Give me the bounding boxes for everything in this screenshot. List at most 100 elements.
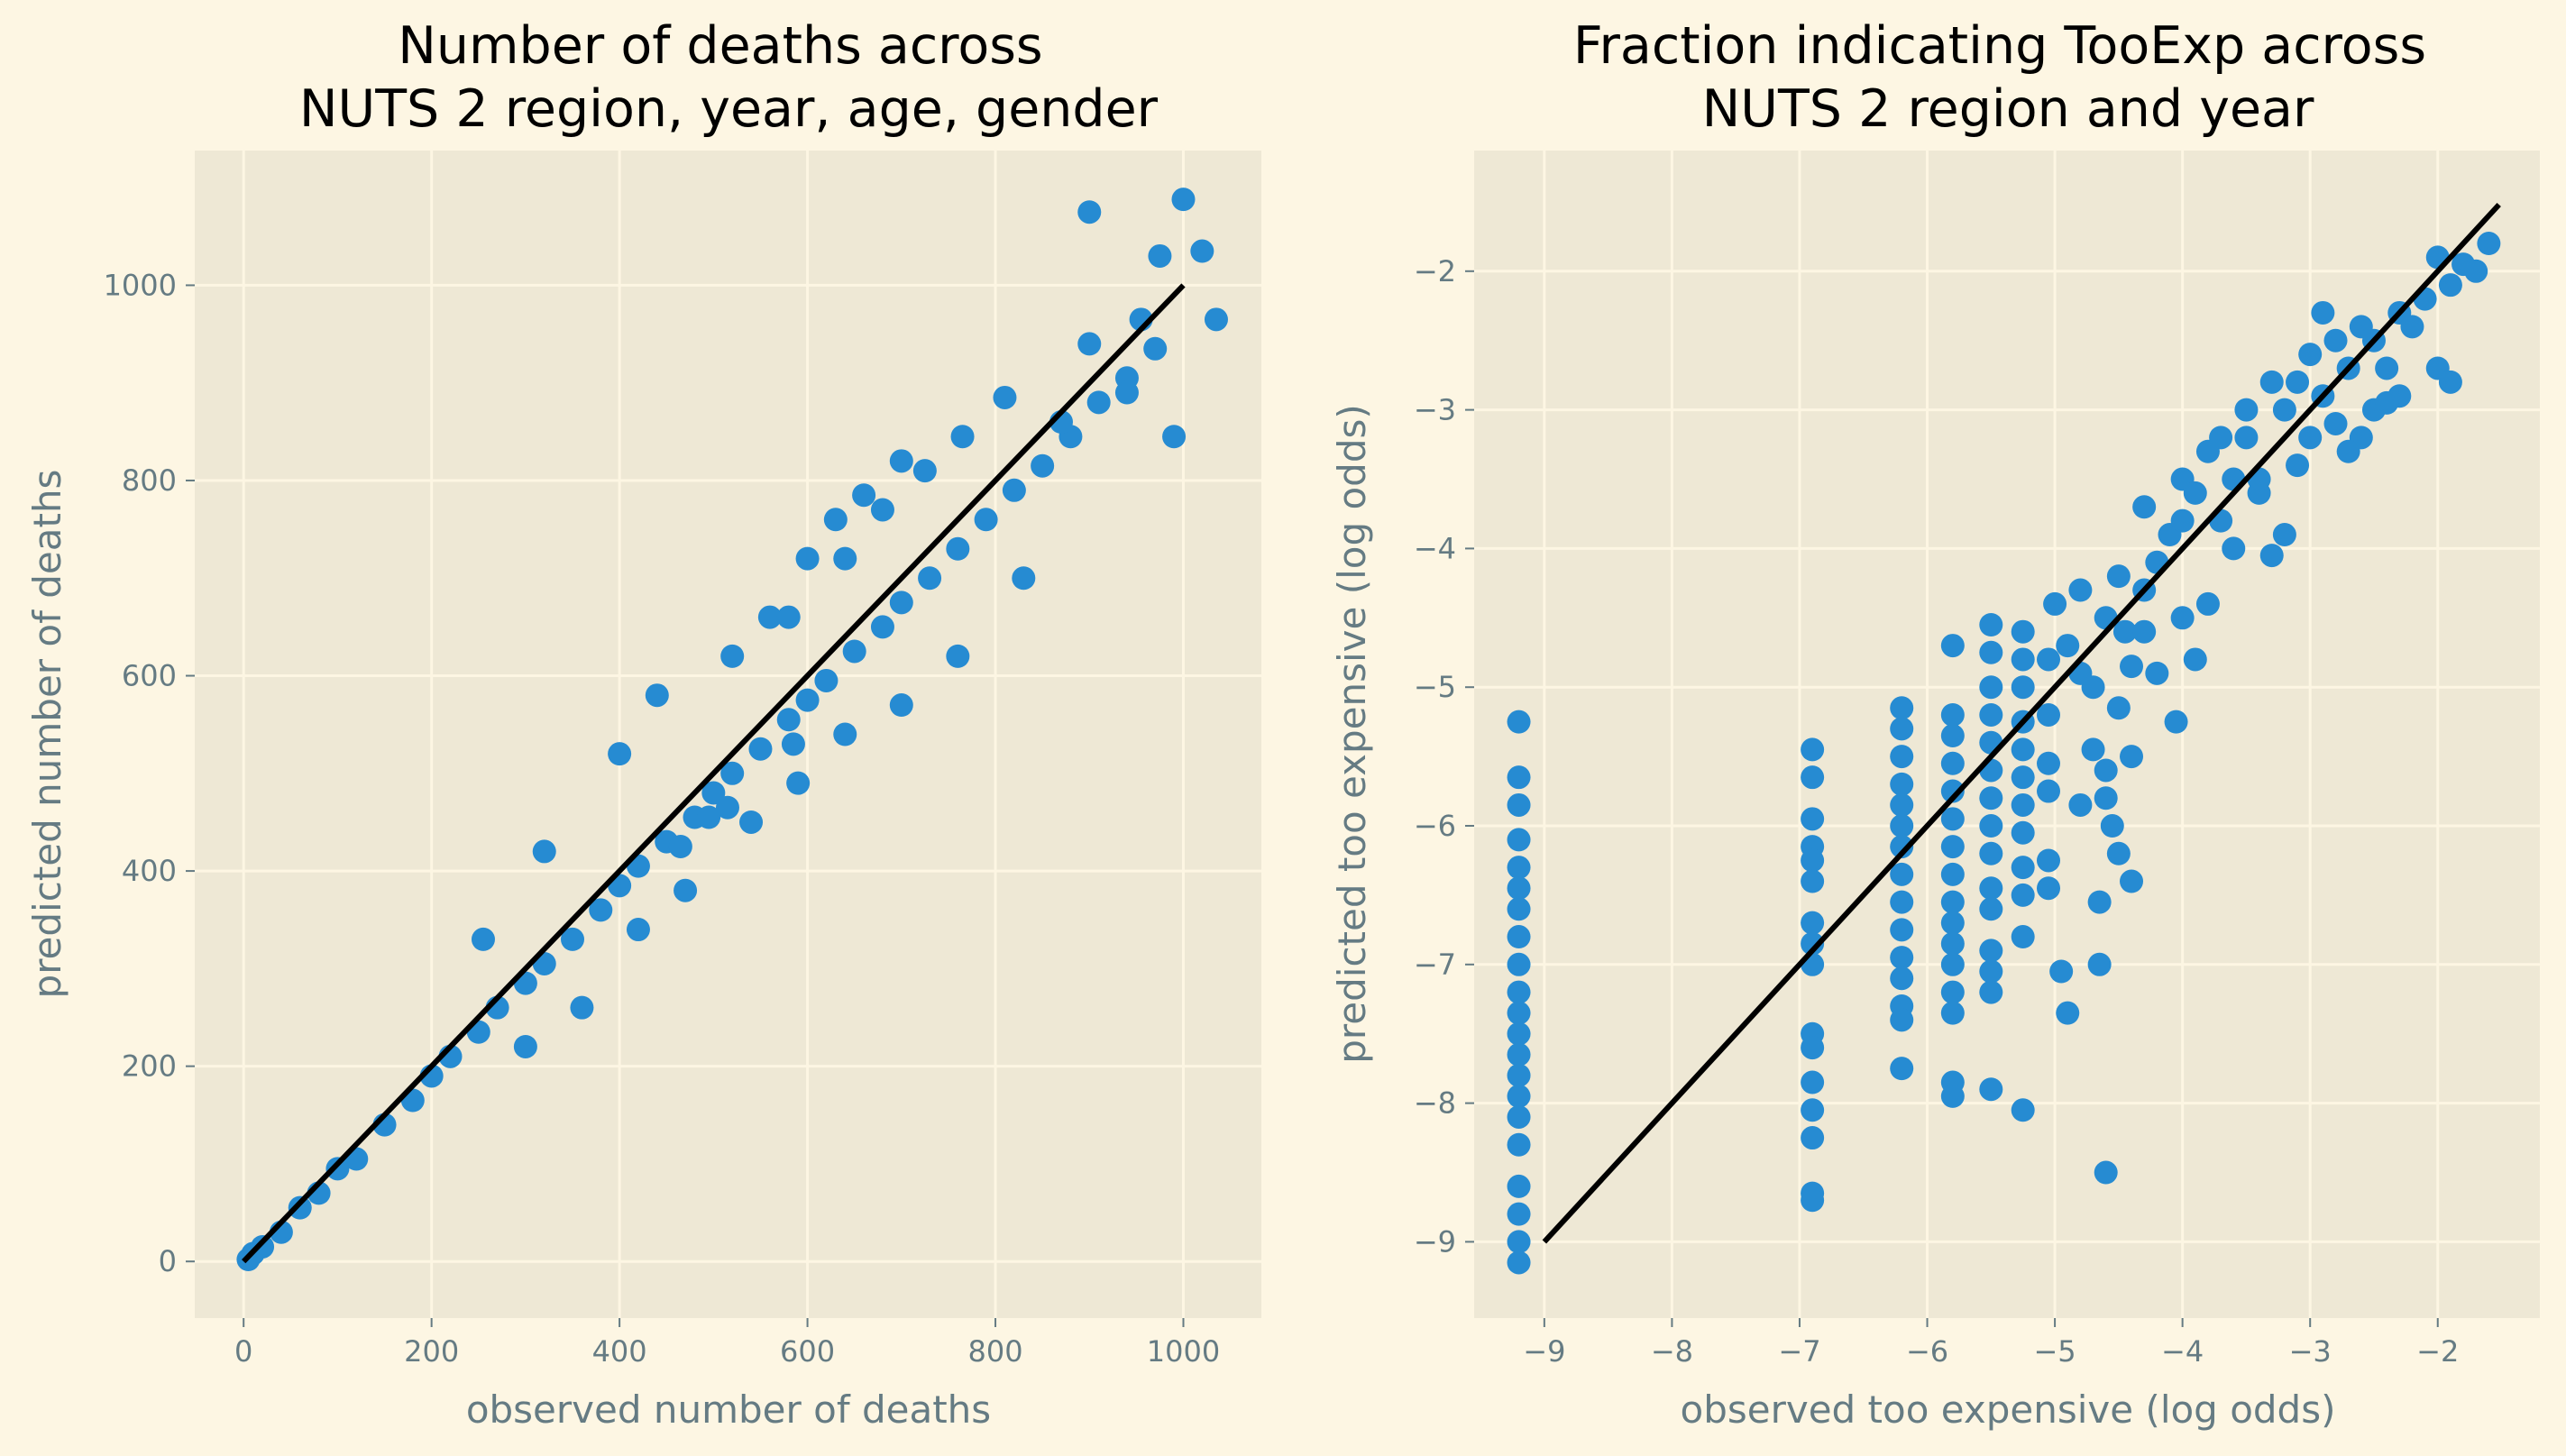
data-point-tooexp-158 xyxy=(2311,301,2334,325)
data-point-deaths-56 xyxy=(833,723,857,746)
data-point-tooexp-124 xyxy=(2171,606,2195,629)
data-point-tooexp-83 xyxy=(2012,620,2035,644)
data-point-deaths-51 xyxy=(570,996,593,1020)
data-point-tooexp-13 xyxy=(1508,1064,1531,1087)
data-point-deaths-27 xyxy=(814,669,838,692)
y-tick-label-0: 0 xyxy=(159,1244,177,1278)
y-tick-label-4: 800 xyxy=(122,463,177,498)
data-point-tooexp-90 xyxy=(2012,821,2035,845)
data-point-tooexp-78 xyxy=(1979,897,2002,920)
data-point-tooexp-103 xyxy=(2094,1161,2118,1185)
data-point-tooexp-6 xyxy=(1508,897,1531,920)
chart-title-deaths-line-1: Number of deaths across xyxy=(398,16,1042,76)
data-point-tooexp-10 xyxy=(1508,1002,1531,1025)
data-point-tooexp-134 xyxy=(2234,426,2258,449)
data-point-tooexp-3 xyxy=(1508,828,1531,851)
data-point-deaths-46 xyxy=(796,547,820,571)
data-point-tooexp-62 xyxy=(1941,953,1965,976)
data-point-tooexp-157 xyxy=(2298,343,2322,366)
x-axis-label-tooexp: observed too expensive (log odds) xyxy=(1681,1387,2336,1432)
data-point-tooexp-75 xyxy=(1979,814,2002,838)
data-point-deaths-55 xyxy=(786,772,810,795)
y-tick-label-2: 400 xyxy=(122,854,177,888)
data-point-deaths-33 xyxy=(975,508,998,531)
data-point-tooexp-99 xyxy=(2037,848,2060,872)
data-point-tooexp-39 xyxy=(1890,745,1913,768)
data-point-tooexp-4 xyxy=(1508,856,1531,879)
data-point-tooexp-102 xyxy=(2056,1002,2079,1025)
data-point-tooexp-167 xyxy=(2068,579,2092,602)
data-point-deaths-50 xyxy=(514,1035,537,1058)
data-point-deaths-35 xyxy=(1031,454,1054,478)
data-point-tooexp-84 xyxy=(2012,647,2035,671)
data-point-tooexp-147 xyxy=(2400,315,2424,338)
data-point-deaths-61 xyxy=(1171,188,1195,211)
data-point-deaths-47 xyxy=(824,508,848,531)
data-point-tooexp-2 xyxy=(1508,793,1531,817)
data-point-tooexp-98 xyxy=(2037,780,2060,803)
data-point-tooexp-12 xyxy=(1508,1043,1531,1067)
data-point-tooexp-113 xyxy=(2120,655,2143,678)
x-tick-label-4: −5 xyxy=(2033,1334,2076,1369)
y-tick-label-6: −3 xyxy=(1414,393,1456,427)
data-point-deaths-63 xyxy=(1190,240,1214,263)
data-point-tooexp-69 xyxy=(1979,641,2002,664)
data-point-tooexp-115 xyxy=(2145,662,2168,685)
data-point-tooexp-60 xyxy=(1941,911,1965,935)
data-point-deaths-49 xyxy=(890,449,913,472)
data-point-deaths-40 xyxy=(472,928,495,951)
data-point-deaths-67 xyxy=(1077,332,1101,355)
data-point-tooexp-117 xyxy=(2094,758,2118,782)
data-point-deaths-59 xyxy=(1012,566,1035,590)
y-tick-label-1: 200 xyxy=(122,1049,177,1084)
data-point-tooexp-64 xyxy=(1941,1002,1965,1025)
data-point-tooexp-153 xyxy=(2477,232,2500,255)
data-point-tooexp-109 xyxy=(2082,675,2105,699)
data-point-deaths-66 xyxy=(1205,307,1228,331)
data-point-tooexp-42 xyxy=(1890,814,1913,838)
data-point-tooexp-162 xyxy=(2273,523,2296,546)
data-point-deaths-28 xyxy=(843,639,866,663)
data-point-tooexp-87 xyxy=(2012,737,2035,761)
data-point-tooexp-175 xyxy=(2375,391,2398,415)
data-point-tooexp-104 xyxy=(2088,891,2112,914)
data-point-tooexp-54 xyxy=(1941,752,1965,775)
data-point-tooexp-32 xyxy=(1801,1071,1824,1094)
data-point-tooexp-139 xyxy=(2298,426,2322,449)
data-point-tooexp-41 xyxy=(1890,793,1913,817)
data-point-tooexp-50 xyxy=(1890,1008,1913,1031)
data-point-tooexp-68 xyxy=(1979,613,2002,636)
data-point-deaths-79 xyxy=(993,386,1016,409)
data-point-tooexp-46 xyxy=(1890,918,1913,941)
data-point-tooexp-119 xyxy=(2101,814,2124,838)
data-point-tooexp-25 xyxy=(1801,848,1824,872)
data-point-tooexp-61 xyxy=(1941,932,1965,956)
data-point-tooexp-5 xyxy=(1508,876,1531,900)
data-point-deaths-30 xyxy=(890,591,913,614)
y-tick-label-3: 600 xyxy=(122,659,177,693)
data-point-tooexp-57 xyxy=(1941,835,1965,858)
data-point-tooexp-91 xyxy=(2012,856,2035,879)
data-point-tooexp-137 xyxy=(2273,398,2296,422)
data-point-tooexp-85 xyxy=(2012,675,2035,699)
x-tick-label-5: 1000 xyxy=(1147,1334,1220,1369)
data-point-tooexp-22 xyxy=(1801,765,1824,789)
chart-title-deaths-line-2: NUTS 2 region, year, age, gender xyxy=(299,79,1159,139)
data-point-tooexp-169 xyxy=(2107,564,2131,588)
data-point-tooexp-145 xyxy=(2375,356,2398,380)
x-tick-label-6: −3 xyxy=(2289,1334,2332,1369)
data-point-tooexp-100 xyxy=(2037,876,2060,900)
data-point-tooexp-58 xyxy=(1941,863,1965,886)
data-point-deaths-74 xyxy=(777,606,801,629)
x-tick-label-0: 0 xyxy=(234,1334,252,1369)
data-point-deaths-77 xyxy=(913,459,937,482)
data-point-tooexp-174 xyxy=(2324,329,2348,353)
data-point-tooexp-77 xyxy=(1979,876,2002,900)
y-tick-label-0: −9 xyxy=(1414,1224,1456,1259)
data-point-tooexp-152 xyxy=(2464,260,2488,283)
y-tick-label-2: −7 xyxy=(1414,948,1456,982)
y-axis-label-deaths: predicted number of deaths xyxy=(25,470,69,999)
data-point-tooexp-16 xyxy=(1508,1133,1531,1157)
data-point-deaths-65 xyxy=(1162,425,1186,448)
data-point-tooexp-15 xyxy=(1508,1105,1531,1129)
